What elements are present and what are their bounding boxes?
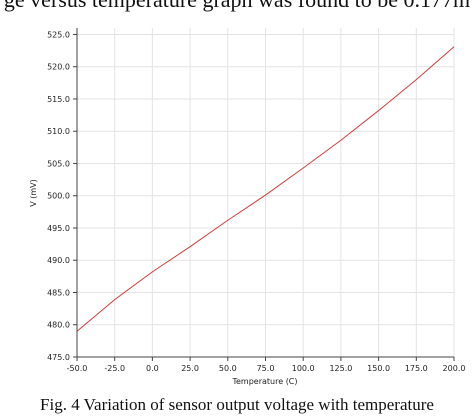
x-tick-label: 0.0 <box>146 364 159 373</box>
voltage-series-line <box>76 46 455 332</box>
header-text: ge versus temperature graph was found to… <box>0 0 474 13</box>
y-tick-label: 485.0 <box>47 288 70 297</box>
x-tick-label: 125.0 <box>329 364 352 373</box>
x-tick-label: 200.0 <box>443 364 466 373</box>
y-tick-label: 475.0 <box>47 353 70 362</box>
y-tick-label: 525.0 <box>47 30 70 39</box>
y-tick-label: 515.0 <box>47 95 70 104</box>
y-tick-label: 480.0 <box>47 321 70 330</box>
x-tick-label: -50.0 <box>67 364 88 373</box>
x-tick-label: 75.0 <box>257 364 275 373</box>
y-tick-label: 520.0 <box>47 63 70 72</box>
y-tick-label: 510.0 <box>47 127 70 136</box>
x-tick-label: 100.0 <box>292 364 315 373</box>
y-tick-label: 490.0 <box>47 256 70 265</box>
x-axis-label: Temperature (C) <box>231 377 297 386</box>
y-tick-label: 505.0 <box>47 159 70 168</box>
x-tick-label: 175.0 <box>405 364 428 373</box>
axis-ticks: -50.0 -25.0 0.0 25.0 50.0 75.0 100.0 125.0 150.0… <box>47 30 465 373</box>
series-group <box>76 46 455 332</box>
y-axis-label: V (mV) <box>29 179 38 207</box>
x-tick-label: 50.0 <box>219 364 237 373</box>
figure-caption: Fig. 4 Variation of sensor output voltag… <box>40 395 434 414</box>
x-tick-label: -25.0 <box>104 364 125 373</box>
y-tick-label: 495.0 <box>47 224 70 233</box>
x-tick-label: 25.0 <box>181 364 199 373</box>
y-tick-label: 500.0 <box>47 192 70 201</box>
x-tick-label: 150.0 <box>367 364 390 373</box>
